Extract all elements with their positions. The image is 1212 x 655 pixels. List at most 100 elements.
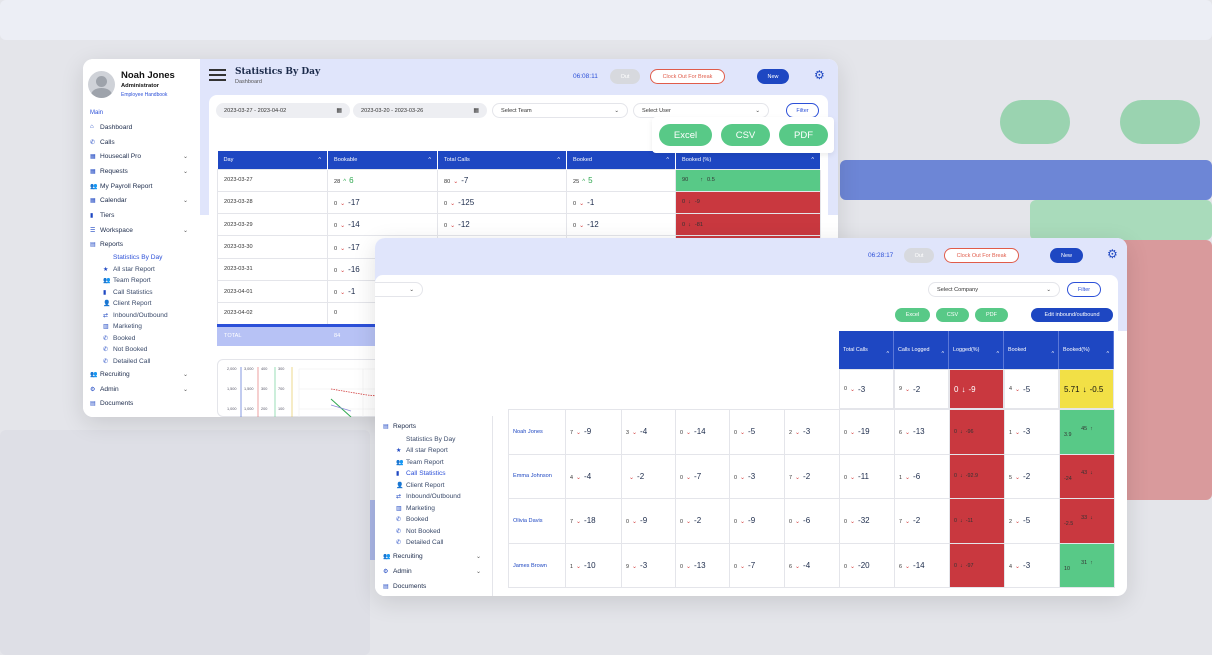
sidebar-item-reports[interactable]: ▤ Reports [90,238,190,253]
sidebar-item-housecall-pro[interactable]: ▦ Housecall Pro ⌄ [90,149,190,164]
out-button[interactable]: Out [610,69,640,84]
nav-section-title: Main [90,110,104,116]
sidebar-item-dashboard[interactable]: ⌂ Dashboard [90,120,190,135]
column-header-total-calls[interactable]: Total Calls ^ [437,151,567,169]
filter-button[interactable]: Filter [786,103,819,118]
logged-percent-cell: 0 ↓ -92.9 [949,453,1005,500]
agent-name[interactable]: Olivia Davis [508,498,566,544]
sidebar-item-inbound-outbound[interactable]: ⇄ Inbound/Outbound [383,491,483,503]
sidebar-item-calls[interactable]: ✆ Calls [90,135,190,150]
sidebar-item-reports[interactable]: ▤ Reports [383,419,483,434]
sidebar-item-statistics-by-day[interactable]: Statistics By Day [383,434,483,446]
sidebar-item-requests[interactable]: ▦ Requests ⌄ [90,164,190,179]
table-cell: 6 ⌄ -14 [894,542,950,589]
sidebar-item-recruiting[interactable]: 👥 Recruiting ⌄ [383,549,483,564]
sidebar-item-label: Housecall Pro [100,153,142,161]
sidebar-item-detailed-call[interactable]: ✆ Detailed Call [383,537,483,549]
folder-icon: ▤ [383,423,389,430]
sidebar-item-booked[interactable]: ✆ Booked [90,333,190,345]
sidebar-item-detailed-call[interactable]: ✆ Detailed Call [90,356,190,368]
sidebar-item-workspace[interactable]: ☰ Workspace ⌄ [90,223,190,238]
date-range-previous[interactable]: 2023-03-20 - 2023-03-26 ▦ [353,103,487,118]
sidebar-item-all-star-report[interactable]: ★ All star Report [90,264,190,276]
chevron-down-icon: ⌄ [409,286,414,293]
select-user[interactable]: Select User ⌄ [633,103,769,118]
table-cell: 0 ⌄ -6 [784,498,840,544]
select-team[interactable]: ⌄ [375,282,423,297]
sidebar-item-inbound-outbound[interactable]: ⇄ Inbound/Outbound [90,310,190,322]
table-cell: 25 ^ 5 [566,168,676,192]
csv-export-button[interactable]: CSV [721,124,770,146]
table-cell: 0 ↓ -9 [949,369,1004,409]
column-header-booked[interactable]: Booked ^ [566,151,676,169]
column-header-bookable[interactable]: Bookable ^ [327,151,438,169]
agent-name[interactable]: James Brown [508,542,566,589]
day-cell: 2023-03-28 [217,190,328,215]
y-tick-label: 1,500 [244,387,254,391]
sidebar-item-label: Documents [100,400,134,408]
sidebar-item-marketing[interactable]: ▥ Marketing [90,321,190,333]
pdf-export-button[interactable]: PDF [779,124,828,146]
trend-down-icon: ⌄ [576,430,582,437]
column-header-booked[interactable]: Booked (%) ^ [675,151,821,169]
column-header-booked[interactable]: Booked(%) ^ [1059,331,1114,369]
edit-inbound-outbound-button[interactable]: Edit inbound/outbound [1031,308,1113,322]
out-button[interactable]: Out [904,248,934,263]
sidebar-item-label: Recruiting [100,371,130,379]
select-team[interactable]: Select Team ⌄ [492,103,628,118]
excel-export-button[interactable]: Excel [895,308,930,322]
sidebar-item-documents[interactable]: ▤ Documents [383,579,483,594]
table-row: Olivia Davis 7 ⌄ -18 0 ⌄ -9 0 ⌄ -2 0 ⌄ -9 0 ⌄ -6 0 ⌄ -32 7 ⌄… [508,498,1115,544]
table-cell: 0 ⌄ -3 [729,453,785,500]
sidebar-item-my-payroll-report[interactable]: 👥 My Payroll Report [90,179,190,194]
breadcrumb[interactable]: Dashboard [235,79,262,85]
trend-down-icon: ⌄ [453,178,459,185]
sidebar-item-team-report[interactable]: 👥 Team Report [383,457,483,469]
sidebar-item-admin[interactable]: ⚙ Admin ⌄ [90,382,190,397]
csv-export-button[interactable]: CSV [936,308,969,322]
logged-percent-cell: 0 ↓ -11 [949,498,1005,544]
sidebar-item-calendar[interactable]: ▦ Calendar ⌄ [90,193,190,208]
filter-button[interactable]: Filter [1067,282,1101,297]
sidebar-item-marketing[interactable]: ▥ Marketing [383,503,483,515]
agent-name[interactable]: Noah Jones [508,409,566,455]
sidebar-item-statistics-by-day[interactable]: Statistics By Day [90,252,190,264]
employee-handbook-link[interactable]: Employee Handbook [121,92,168,98]
menu-icon[interactable] [209,69,226,81]
clock-out-break-button[interactable]: Clock Out For Break [944,248,1019,263]
sidebar-item-booked[interactable]: ✆ Booked [383,514,483,526]
sidebar-item-recruiting[interactable]: 👥 Recruiting ⌄ [90,367,190,382]
sidebar-item-documents[interactable]: ▤ Documents [90,397,190,412]
pdf-export-button[interactable]: PDF [975,308,1008,322]
select-company[interactable]: Select Company ⌄ [928,282,1060,297]
avatar[interactable] [88,71,115,98]
sidebar-item-admin[interactable]: ⚙ Admin ⌄ [383,564,483,579]
sort-icon: ^ [318,156,321,163]
sidebar-item-not-booked[interactable]: ✆ Not Booked [383,526,483,538]
gear-icon[interactable]: ⚙ [814,68,825,82]
sidebar-item-client-report[interactable]: 👤 Client Report [383,480,483,492]
excel-export-button[interactable]: Excel [659,124,712,146]
new-button[interactable]: New [1050,248,1083,263]
trend-down-icon: ⌄ [686,474,692,481]
gear-icon[interactable]: ⚙ [1107,247,1118,261]
sidebar-item-client-report[interactable]: 👤 Client Report [90,298,190,310]
trend-down-icon: ⌄ [340,245,346,252]
sidebar-item-call-statistics[interactable]: ▮ Call Statistics [383,468,483,480]
clock-out-break-button[interactable]: Clock Out For Break [650,69,725,84]
column-header-booked[interactable]: Booked ^ [1004,331,1059,369]
sidebar-item-team-report[interactable]: 👥 Team Report [90,275,190,287]
date-range-current[interactable]: 2023-03-27 - 2023-04-02 ▦ [216,103,350,118]
agent-name[interactable]: Emma Johnson [508,453,566,500]
column-header-day[interactable]: Day ^ [217,151,328,169]
sidebar-item-tiers[interactable]: ▮ Tiers [90,208,190,223]
column-header-total-calls[interactable]: Total Calls ^ [839,331,894,369]
sidebar-item-label: My Payroll Report [100,182,153,190]
sidebar-item-not-booked[interactable]: ✆ Not Booked [90,344,190,356]
sidebar-item-all-star-report[interactable]: ★ All star Report [383,445,483,457]
new-button[interactable]: New [757,69,789,84]
column-header-calls-logged[interactable]: Calls Logged ^ [894,331,949,369]
trend-down-icon: ⌄ [632,564,638,571]
sidebar-item-call-statistics[interactable]: ▮ Call Statistics [90,287,190,299]
column-header-logged[interactable]: Logged(%) ^ [949,331,1004,369]
